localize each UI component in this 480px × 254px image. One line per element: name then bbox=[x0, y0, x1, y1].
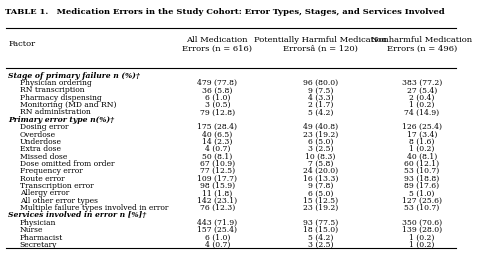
Text: Allergy error: Allergy error bbox=[20, 189, 69, 197]
Text: 76 (12.3): 76 (12.3) bbox=[199, 203, 234, 211]
Text: 4 (0.7): 4 (0.7) bbox=[204, 240, 229, 248]
Text: 89 (17.6): 89 (17.6) bbox=[403, 181, 438, 189]
Text: 53 (10.7): 53 (10.7) bbox=[403, 203, 438, 211]
Text: 1 (0.2): 1 (0.2) bbox=[408, 233, 433, 241]
Text: Physician: Physician bbox=[20, 218, 56, 226]
Text: 16 (13.3): 16 (13.3) bbox=[302, 174, 337, 182]
Text: 36 (5.8): 36 (5.8) bbox=[202, 86, 232, 94]
Text: 23 (19.2): 23 (19.2) bbox=[302, 130, 337, 138]
Text: All other error types: All other error types bbox=[20, 196, 97, 204]
Text: 53 (10.7): 53 (10.7) bbox=[403, 167, 438, 175]
Text: 8 (1.6): 8 (1.6) bbox=[408, 137, 433, 145]
Text: 77 (12.5): 77 (12.5) bbox=[199, 167, 234, 175]
Text: 3 (2.5): 3 (2.5) bbox=[307, 240, 333, 248]
Text: Pharmacist: Pharmacist bbox=[20, 233, 63, 241]
Text: 17 (3.4): 17 (3.4) bbox=[406, 130, 436, 138]
Text: 126 (25.4): 126 (25.4) bbox=[401, 123, 441, 131]
Text: 3 (2.5): 3 (2.5) bbox=[307, 145, 333, 153]
Text: 383 (77.2): 383 (77.2) bbox=[401, 79, 441, 87]
Text: 5 (4.2): 5 (4.2) bbox=[307, 108, 333, 116]
Text: 1 (0.2): 1 (0.2) bbox=[408, 145, 433, 153]
Text: 18 (15.0): 18 (15.0) bbox=[302, 225, 337, 233]
Text: 350 (70.6): 350 (70.6) bbox=[401, 218, 441, 226]
Text: Dosing error: Dosing error bbox=[20, 123, 68, 131]
Text: 6 (1.0): 6 (1.0) bbox=[204, 233, 229, 241]
Text: Secretary: Secretary bbox=[20, 240, 57, 248]
Text: 40 (8.1): 40 (8.1) bbox=[406, 152, 436, 160]
Text: Monitoring (MD and RN): Monitoring (MD and RN) bbox=[20, 101, 116, 109]
Text: Nonharmful Medication
Errors (n = 496): Nonharmful Medication Errors (n = 496) bbox=[371, 36, 471, 53]
Text: 60 (12.1): 60 (12.1) bbox=[403, 159, 438, 167]
Text: 175 (28.4): 175 (28.4) bbox=[197, 123, 237, 131]
Text: RN transcription: RN transcription bbox=[20, 86, 84, 94]
Text: 142 (23.1): 142 (23.1) bbox=[197, 196, 237, 204]
Text: 109 (17.7): 109 (17.7) bbox=[197, 174, 237, 182]
Text: 157 (25.4): 157 (25.4) bbox=[197, 225, 237, 233]
Text: Transcription error: Transcription error bbox=[20, 181, 93, 189]
Text: 93 (77.5): 93 (77.5) bbox=[302, 218, 337, 226]
Text: Dose omitted from order: Dose omitted from order bbox=[20, 159, 114, 167]
Text: 14 (2.3): 14 (2.3) bbox=[202, 137, 232, 145]
Text: 7 (5.8): 7 (5.8) bbox=[307, 159, 333, 167]
Text: 98 (15.9): 98 (15.9) bbox=[199, 181, 234, 189]
Text: 50 (8.1): 50 (8.1) bbox=[202, 152, 232, 160]
Text: 127 (25.6): 127 (25.6) bbox=[401, 196, 441, 204]
Text: Stage of primary failure n (%)†: Stage of primary failure n (%)† bbox=[8, 71, 140, 80]
Text: Extra dose: Extra dose bbox=[20, 145, 60, 153]
Text: 4 (3.3): 4 (3.3) bbox=[307, 93, 333, 101]
Text: 5 (4.2): 5 (4.2) bbox=[307, 233, 333, 241]
Text: 40 (6.5): 40 (6.5) bbox=[202, 130, 232, 138]
Text: 9 (7.5): 9 (7.5) bbox=[307, 86, 333, 94]
Text: 2 (1.7): 2 (1.7) bbox=[307, 101, 333, 109]
Text: 5 (1.0): 5 (1.0) bbox=[408, 189, 433, 197]
Text: 9 (7.8): 9 (7.8) bbox=[307, 181, 333, 189]
Text: All Medication
Errors (n = 616): All Medication Errors (n = 616) bbox=[182, 36, 252, 53]
Text: Nurse: Nurse bbox=[20, 225, 43, 233]
Text: 11 (1.8): 11 (1.8) bbox=[202, 189, 232, 197]
Text: 1 (0.2): 1 (0.2) bbox=[408, 101, 433, 109]
Text: Factor: Factor bbox=[8, 40, 36, 48]
Text: Primary error type n(%)†: Primary error type n(%)† bbox=[8, 115, 114, 123]
Text: Physician ordering: Physician ordering bbox=[20, 79, 92, 87]
Text: 24 (20.0): 24 (20.0) bbox=[302, 167, 337, 175]
Text: 79 (12.8): 79 (12.8) bbox=[199, 108, 234, 116]
Text: Frequency error: Frequency error bbox=[20, 167, 83, 175]
Text: Multiple failure types involved in error: Multiple failure types involved in error bbox=[20, 203, 168, 211]
Text: Services involved in error n [%]†: Services involved in error n [%]† bbox=[8, 211, 146, 219]
Text: 1 (0.2): 1 (0.2) bbox=[408, 240, 433, 248]
Text: 10 (8.3): 10 (8.3) bbox=[305, 152, 335, 160]
Text: 139 (28.0): 139 (28.0) bbox=[401, 225, 441, 233]
Text: RN administration: RN administration bbox=[20, 108, 90, 116]
Text: Missed dose: Missed dose bbox=[20, 152, 67, 160]
Text: 96 (80.0): 96 (80.0) bbox=[302, 79, 337, 87]
Text: 74 (14.9): 74 (14.9) bbox=[403, 108, 438, 116]
Text: Overdose: Overdose bbox=[20, 130, 56, 138]
Text: Potentially Harmful Medication
Errorsâ (n = 120): Potentially Harmful Medication Errorsâ (… bbox=[253, 36, 386, 53]
Text: Pharmacy dispensing: Pharmacy dispensing bbox=[20, 93, 101, 101]
Text: 4 (0.7): 4 (0.7) bbox=[204, 145, 229, 153]
Text: 6 (1.0): 6 (1.0) bbox=[204, 93, 229, 101]
Text: TABLE 1. Medication Errors in the Study Cohort: Error Types, Stages, and Service: TABLE 1. Medication Errors in the Study … bbox=[5, 8, 444, 15]
Text: 67 (10.9): 67 (10.9) bbox=[199, 159, 234, 167]
Text: Route error: Route error bbox=[20, 174, 64, 182]
Text: 6 (5.0): 6 (5.0) bbox=[307, 137, 333, 145]
Text: 3 (0.5): 3 (0.5) bbox=[204, 101, 229, 109]
Text: 6 (5.0): 6 (5.0) bbox=[307, 189, 333, 197]
Text: 49 (40.8): 49 (40.8) bbox=[302, 123, 337, 131]
Text: 27 (5.4): 27 (5.4) bbox=[406, 86, 436, 94]
Text: 23 (19.2): 23 (19.2) bbox=[302, 203, 337, 211]
Text: 443 (71.9): 443 (71.9) bbox=[197, 218, 237, 226]
Text: Underdose: Underdose bbox=[20, 137, 61, 145]
Text: 15 (12.5): 15 (12.5) bbox=[302, 196, 337, 204]
Text: 93 (18.8): 93 (18.8) bbox=[403, 174, 438, 182]
Text: 2 (0.4): 2 (0.4) bbox=[408, 93, 433, 101]
Text: 479 (77.8): 479 (77.8) bbox=[197, 79, 237, 87]
